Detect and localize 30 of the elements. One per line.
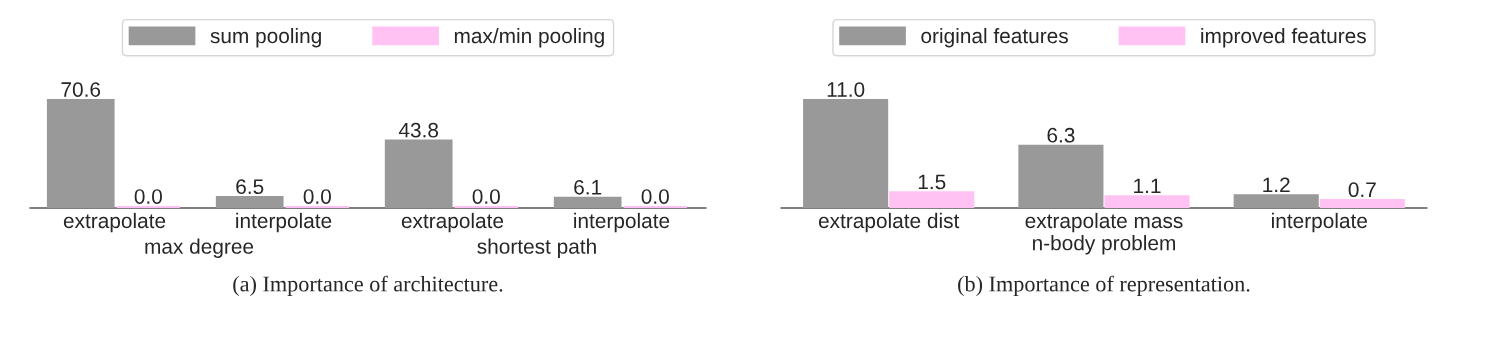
text: (a) Importance of architecture. xyxy=(233,275,503,297)
data-label: 6.1 xyxy=(574,179,602,195)
legend-label: sum pooling xyxy=(210,27,321,48)
x-tick-label: interpolate xyxy=(1272,212,1367,233)
legend-label: max/min pooling xyxy=(454,27,604,48)
data-label: 0.0 xyxy=(303,189,331,204)
legend-label: original features xyxy=(921,27,1068,48)
x-tick-label: extrapolate dist xyxy=(818,212,960,233)
data-label: 70.6 xyxy=(61,82,101,97)
x-tick-label: extrapolate mass xyxy=(1025,212,1183,233)
text: (b) Importance of representation. xyxy=(958,275,1250,297)
x-tick-label: extrapolate xyxy=(63,212,166,233)
text: shortest path xyxy=(477,238,596,258)
data-label: 1.1 xyxy=(1134,178,1161,193)
data-label: 0.7 xyxy=(1348,182,1376,198)
data-label: 1.2 xyxy=(1263,177,1290,193)
x-tick-label: interpolate xyxy=(574,212,670,233)
data-label: 6.3 xyxy=(1047,127,1075,143)
data-label: 43.8 xyxy=(398,122,439,138)
x-tick-label: interpolate xyxy=(236,212,332,233)
x-axis-title: n-body problem xyxy=(1032,235,1175,255)
data-label: 0.0 xyxy=(641,189,669,204)
data-label: 0.0 xyxy=(134,189,162,204)
x-tick-label: extrapolate xyxy=(401,212,504,233)
data-label: 6.5 xyxy=(236,179,264,195)
data-label: 1.5 xyxy=(918,174,946,190)
data-label: 0.0 xyxy=(472,189,500,204)
text: max degree xyxy=(145,238,254,258)
data-label: 11.0 xyxy=(827,82,865,97)
legend-label: improved features xyxy=(1201,27,1366,48)
